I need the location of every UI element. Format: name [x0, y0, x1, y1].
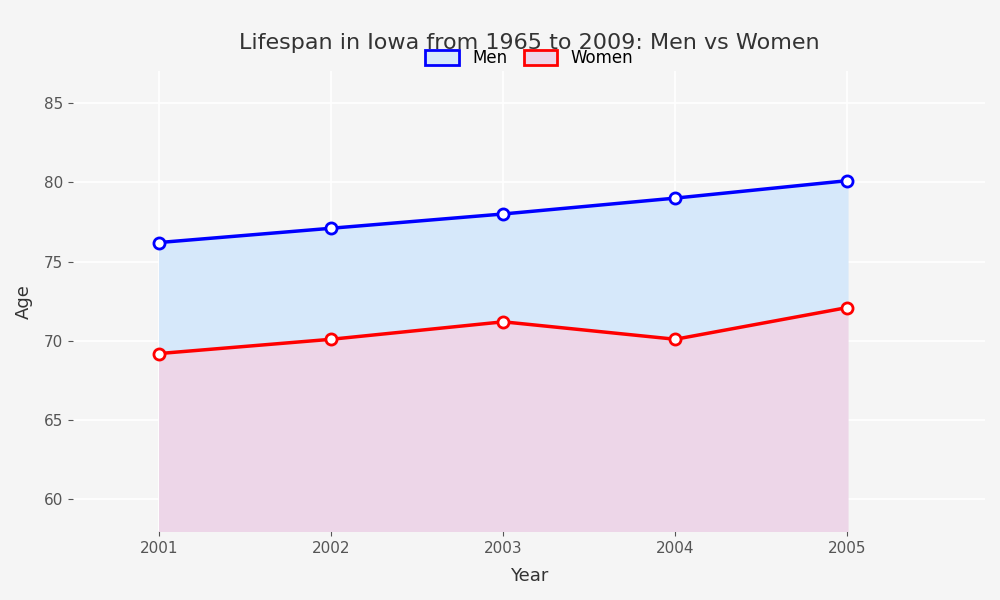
X-axis label: Year: Year: [510, 567, 548, 585]
Legend: Men, Women: Men, Women: [419, 43, 640, 74]
Title: Lifespan in Iowa from 1965 to 2009: Men vs Women: Lifespan in Iowa from 1965 to 2009: Men …: [239, 33, 819, 53]
Y-axis label: Age: Age: [15, 284, 33, 319]
